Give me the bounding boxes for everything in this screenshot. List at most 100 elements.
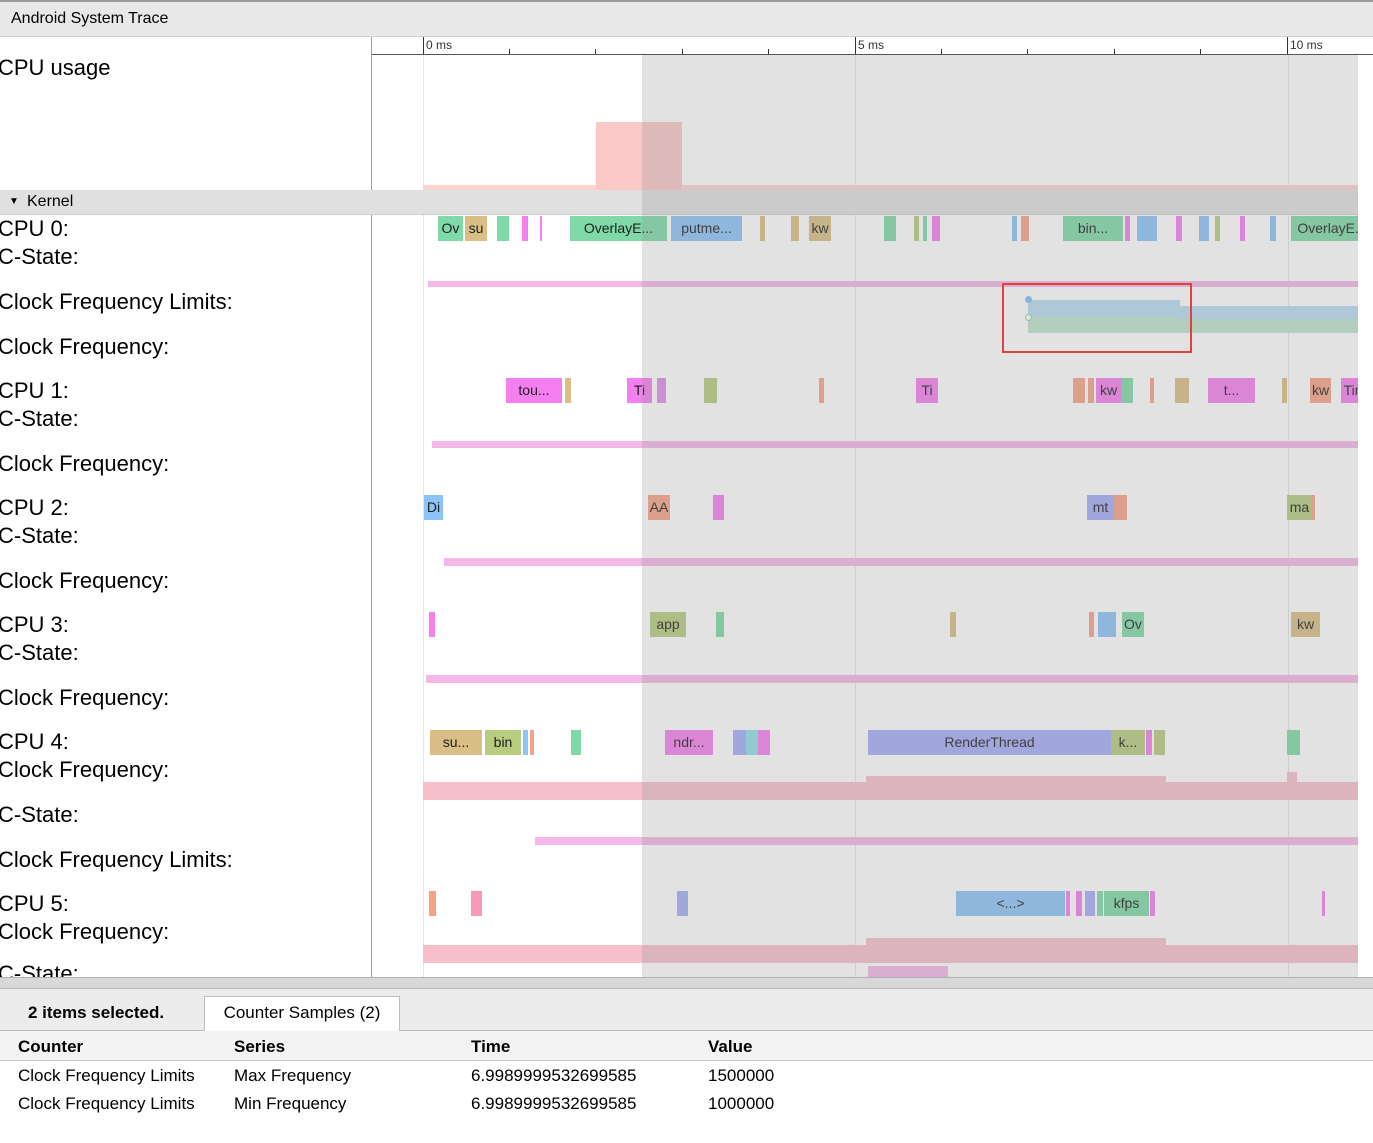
slice[interactable]: <...> xyxy=(956,891,1065,916)
slice[interactable] xyxy=(884,216,896,241)
slice[interactable] xyxy=(1240,216,1245,241)
sample-marker-icon[interactable] xyxy=(1025,296,1032,303)
column-header[interactable]: Counter xyxy=(18,1037,84,1056)
slice[interactable] xyxy=(522,216,528,241)
time-range-selection[interactable] xyxy=(642,55,1358,977)
column-header[interactable]: Time xyxy=(471,1037,511,1056)
slice[interactable] xyxy=(565,378,571,403)
slice[interactable] xyxy=(677,891,688,916)
slice[interactable] xyxy=(923,216,927,241)
slice[interactable] xyxy=(1097,891,1103,916)
slice[interactable]: bin... xyxy=(1063,216,1123,241)
slice[interactable]: Ov xyxy=(1122,612,1144,637)
slice[interactable]: su xyxy=(465,216,487,241)
slice[interactable]: Ti xyxy=(627,378,652,403)
slice[interactable] xyxy=(1154,730,1165,755)
slice[interactable] xyxy=(1282,378,1287,403)
slice[interactable]: kfps xyxy=(1104,891,1149,916)
c-state-bar[interactable] xyxy=(868,966,948,977)
slice[interactable]: app xyxy=(650,612,686,637)
slice[interactable] xyxy=(657,378,666,403)
clock-frequency-bar[interactable] xyxy=(423,945,1373,963)
slice[interactable]: kw xyxy=(1291,612,1320,637)
slice[interactable]: kw xyxy=(1096,378,1121,403)
min-frequency-limit[interactable] xyxy=(1180,319,1373,333)
trace-viewer[interactable]: ▼ Kernel Ov su OverlayE... putme... kw b… xyxy=(0,37,1373,977)
slice[interactable] xyxy=(713,495,724,520)
slice[interactable] xyxy=(1098,612,1116,637)
slice[interactable] xyxy=(1088,378,1094,403)
slice[interactable]: AA xyxy=(648,495,670,520)
slice[interactable]: Di xyxy=(424,495,443,520)
slice[interactable] xyxy=(1146,730,1152,755)
slice[interactable] xyxy=(746,730,758,755)
slice[interactable] xyxy=(1085,891,1095,916)
slice[interactable] xyxy=(819,378,824,403)
panel-splitter[interactable] xyxy=(0,977,1373,989)
slice[interactable]: putme... xyxy=(671,216,742,241)
slice[interactable] xyxy=(1073,378,1085,403)
slice[interactable] xyxy=(1021,216,1029,241)
slice[interactable]: RenderThread xyxy=(868,730,1111,755)
slice[interactable] xyxy=(1287,730,1300,755)
time-ruler[interactable]: 0 ms 5 ms 10 ms xyxy=(372,37,1373,55)
clock-frequency-bar[interactable] xyxy=(423,782,1373,800)
slice[interactable] xyxy=(1322,891,1325,916)
slice[interactable]: ndr... xyxy=(665,730,713,755)
collapse-triangle-icon[interactable]: ▼ xyxy=(9,196,19,207)
c-state-bar[interactable] xyxy=(428,281,1373,287)
slice[interactable] xyxy=(914,216,919,241)
clock-frequency-bar[interactable] xyxy=(866,776,1166,782)
kernel-section-header[interactable]: ▼ Kernel xyxy=(0,190,372,215)
clock-frequency-bar[interactable] xyxy=(866,938,1166,945)
slice[interactable] xyxy=(1270,216,1276,241)
slice[interactable] xyxy=(540,216,542,241)
slice[interactable] xyxy=(791,216,799,241)
slice[interactable]: OverlayE... xyxy=(570,216,667,241)
slice[interactable]: kw xyxy=(809,216,831,241)
slice[interactable] xyxy=(1150,378,1154,403)
slice[interactable]: su... xyxy=(430,730,482,755)
c-state-bar[interactable] xyxy=(432,441,1373,448)
sample-marker-icon[interactable] xyxy=(1025,314,1032,321)
slice[interactable]: Ov xyxy=(438,216,463,241)
slice[interactable] xyxy=(932,216,940,241)
slice[interactable] xyxy=(1089,612,1094,637)
slice[interactable] xyxy=(429,612,435,637)
slice[interactable] xyxy=(1176,216,1182,241)
slice[interactable] xyxy=(1121,378,1133,403)
slice[interactable] xyxy=(1199,216,1209,241)
table-row[interactable]: Clock Frequency Limits Min Frequency 6.9… xyxy=(0,1090,1373,1118)
slice[interactable] xyxy=(716,612,724,637)
c-state-bar[interactable] xyxy=(444,558,1373,566)
c-state-bar[interactable] xyxy=(426,675,1373,683)
slice[interactable] xyxy=(1012,216,1017,241)
slice[interactable] xyxy=(1114,495,1127,520)
tab-counter-samples[interactable]: Counter Samples (2) xyxy=(204,996,400,1031)
slice[interactable] xyxy=(571,730,581,755)
slice[interactable] xyxy=(1312,495,1315,520)
slice[interactable] xyxy=(471,891,482,916)
slice[interactable] xyxy=(733,730,746,755)
slice[interactable] xyxy=(950,612,956,637)
slice[interactable]: k... xyxy=(1111,730,1145,755)
slice[interactable]: tou... xyxy=(506,378,562,403)
c-state-bar[interactable] xyxy=(535,837,1373,845)
max-frequency-limit[interactable] xyxy=(1028,300,1180,317)
slice[interactable] xyxy=(523,730,528,755)
min-frequency-limit[interactable] xyxy=(1028,317,1180,333)
slice[interactable] xyxy=(429,891,436,916)
max-frequency-limit[interactable] xyxy=(1180,306,1373,319)
slice[interactable] xyxy=(760,216,765,241)
slice[interactable] xyxy=(1175,378,1189,403)
slice[interactable] xyxy=(758,730,770,755)
slice[interactable] xyxy=(1215,216,1220,241)
slice[interactable] xyxy=(530,730,534,755)
slice[interactable]: mt xyxy=(1087,495,1114,520)
slice[interactable]: bin xyxy=(485,730,521,755)
slice[interactable] xyxy=(1076,891,1082,916)
slice[interactable] xyxy=(497,216,509,241)
slice[interactable] xyxy=(704,378,717,403)
table-row[interactable]: Clock Frequency Limits Max Frequency 6.9… xyxy=(0,1062,1373,1090)
clock-frequency-bar[interactable] xyxy=(1287,772,1297,782)
